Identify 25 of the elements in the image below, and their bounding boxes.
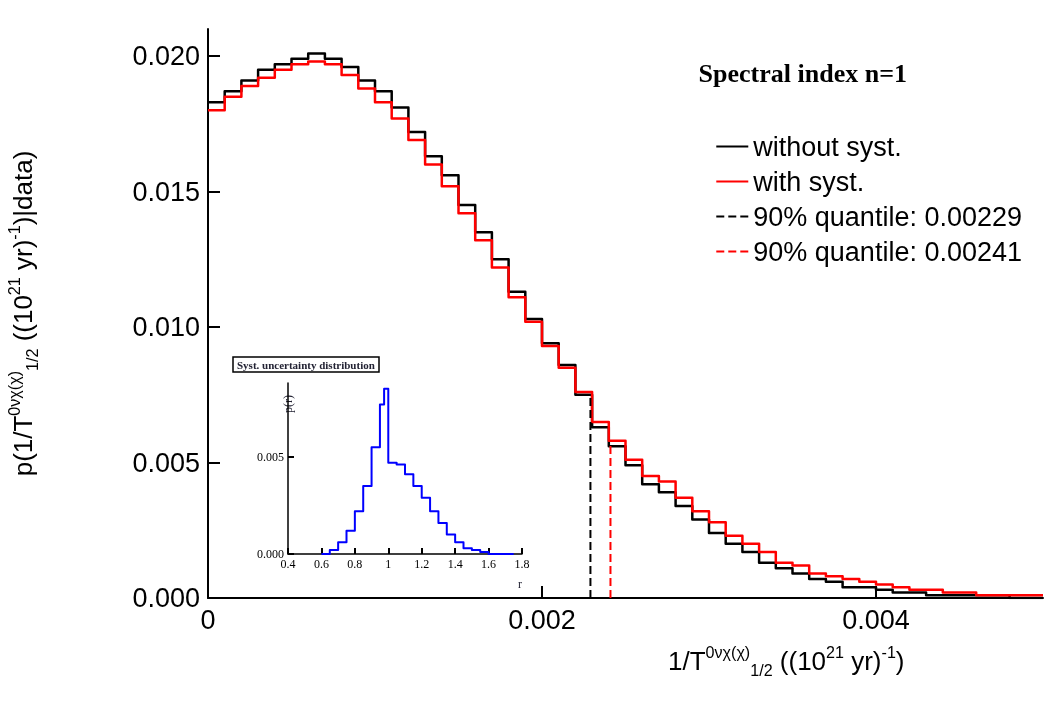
x-tick-label: 0.6: [313, 557, 329, 571]
y-tick-label: 0.015: [132, 176, 200, 207]
x-tick-label: 0.004: [842, 604, 910, 635]
y-tick-label: 0.005: [257, 449, 284, 464]
y-tick-label: 0.020: [132, 41, 200, 72]
x-tick-label: 1.4: [447, 557, 463, 571]
x-tick-label: 1: [385, 557, 392, 571]
x-axis-title: r: [518, 577, 522, 591]
x-tick-label: 1.6: [481, 557, 497, 571]
legend-title: Spectral index n=1: [698, 58, 908, 88]
legend-label: 90% quantile: 0.00229: [753, 201, 1023, 232]
x-tick-label: 0.002: [508, 604, 576, 635]
x-tick-label: 0.8: [347, 557, 363, 571]
x-tick-label: 0: [200, 604, 216, 635]
chart-title: Syst. uncertainty distribution: [237, 358, 375, 371]
y-tick-label: 0.010: [132, 312, 200, 343]
legend-label: with syst.: [752, 166, 865, 197]
y-tick-label: 0.005: [132, 447, 200, 478]
legend-label: 90% quantile: 0.00241: [753, 236, 1023, 267]
y-tick-label: 0.000: [132, 583, 200, 613]
y-axis-title: p(r): [281, 395, 295, 413]
legend-label: without syst.: [752, 131, 902, 162]
x-tick-label: 1.2: [414, 557, 430, 571]
y-axis-title: p(1/T0νχ(χ)1/2 ((1021 yr)-1)|data): [5, 150, 41, 477]
x-tick-label: 1.8: [514, 557, 530, 571]
